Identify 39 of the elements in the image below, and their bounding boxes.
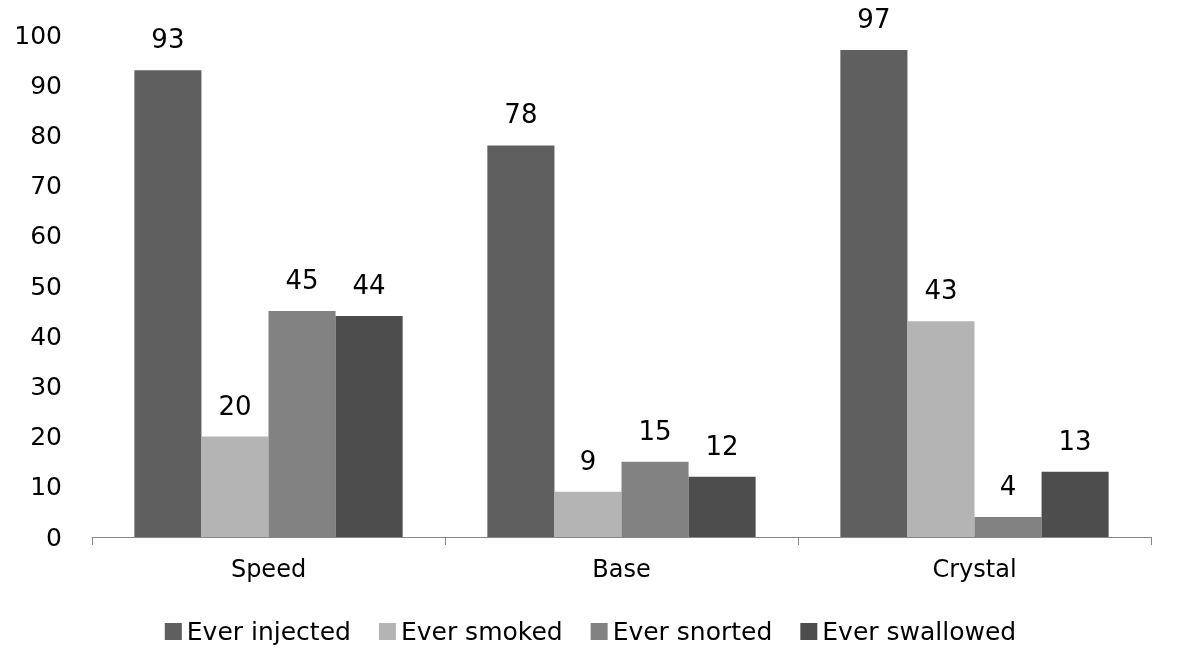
data-label: 12	[705, 430, 739, 461]
y-tick-label: 30	[30, 371, 62, 401]
bar	[335, 316, 403, 537]
bar	[840, 50, 908, 537]
bar	[688, 476, 756, 537]
x-tick-label: Crystal	[932, 555, 1017, 583]
data-label: 13	[1058, 425, 1092, 456]
legend-label: Ever injected	[186, 617, 351, 646]
y-tick-label: 50	[30, 271, 62, 301]
bar	[1041, 471, 1109, 537]
y-tick-label: 80	[30, 120, 62, 150]
data-label: 9	[579, 445, 597, 476]
legend-label: Ever swallowed	[822, 617, 1017, 646]
data-label: 45	[285, 265, 319, 296]
y-tick-label: 40	[30, 321, 62, 351]
data-label: 43	[924, 275, 958, 306]
bar	[907, 321, 975, 537]
x-tick-label: Speed	[230, 555, 307, 583]
y-tick-label: 70	[30, 171, 62, 201]
y-tick-label: 100	[14, 20, 62, 50]
bar	[487, 145, 555, 537]
data-label: 20	[218, 390, 252, 421]
data-label: 78	[504, 99, 538, 130]
data-label: 15	[638, 415, 672, 446]
data-label: 44	[352, 270, 386, 301]
bar	[201, 436, 269, 537]
y-tick-label: 0	[46, 522, 62, 552]
bar	[554, 491, 622, 537]
bar	[134, 70, 202, 537]
legend-label: Ever smoked	[400, 617, 563, 646]
y-tick-label: 10	[30, 472, 62, 502]
y-tick-label: 90	[30, 70, 62, 100]
data-label: 4	[999, 470, 1017, 501]
legend-label: Ever snorted	[612, 617, 773, 646]
x-tick-label: Base	[592, 555, 651, 583]
y-tick-label: 60	[30, 221, 62, 251]
data-label: 93	[151, 24, 185, 55]
data-label: 97	[857, 4, 891, 35]
y-tick-label: 20	[30, 422, 62, 452]
